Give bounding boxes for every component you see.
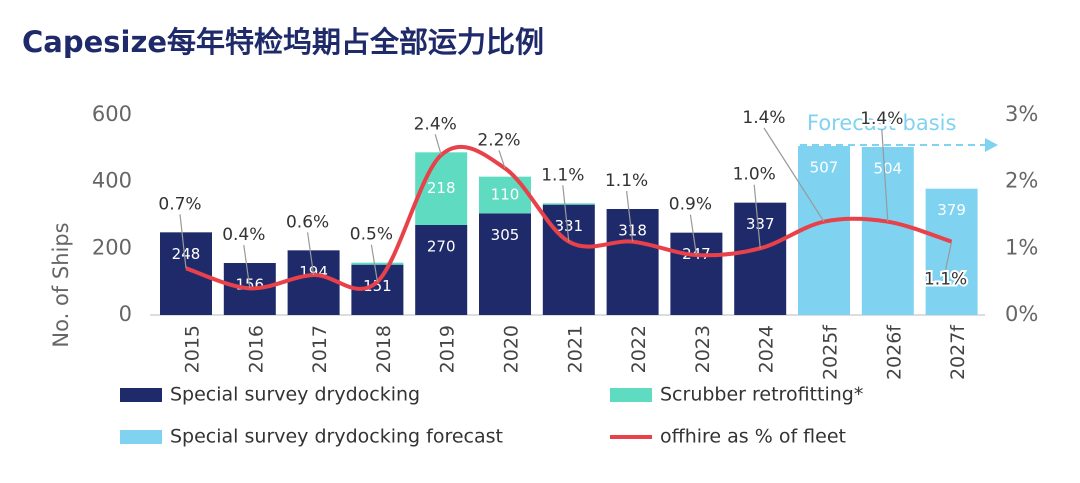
line-label: 1.1% [924,270,967,290]
line-label: 2.4% [414,114,457,134]
y-tick-label: 400 [92,169,132,193]
bar [542,203,595,205]
leader-line [763,127,825,222]
bar [606,209,659,315]
leader-line [689,214,697,256]
x-tick-label: 2017 [309,325,331,373]
y2-tick-label: 1% [1005,235,1038,259]
line-label: 1.4% [860,109,903,129]
leader-line [370,244,378,282]
line-label: 1.1% [605,171,648,191]
bar [670,232,723,315]
y-tick-label: 0 [119,302,132,326]
line-label: 2.2% [477,130,520,150]
data-label: 248 [172,245,201,263]
line-label: 0.9% [669,195,712,215]
data-label: 337 [746,215,775,233]
bar [415,225,468,315]
line-label: 0.5% [350,225,393,245]
legend-swatch [610,388,652,402]
leader-line [881,128,889,222]
legend-swatch [120,430,162,444]
leader-line [498,150,506,169]
line-label: 0.7% [158,194,201,214]
legend-swatch [120,388,162,402]
bar [734,202,787,315]
line-label: 0.6% [286,212,329,232]
leader-line [307,232,315,276]
data-label: 305 [491,226,520,244]
x-tick-label: 2020 [501,325,523,373]
leader-line [562,185,570,242]
bar [479,213,531,315]
y2-tick-label: 3% [1005,102,1038,126]
line-label: 1.0% [733,165,776,185]
bar [925,188,978,315]
x-tick-label: 2026f [883,324,905,380]
data-label: 151 [363,277,392,295]
x-tick-label: 2018 [373,325,395,373]
line-label: 1.1% [541,165,584,185]
data-label: 504 [873,160,902,178]
legend-label: Special survey drydocking [170,384,420,406]
leader-line [945,241,953,270]
x-tick-label: 2022 [628,325,650,373]
y-tick-label: 600 [92,102,132,126]
bar [351,262,404,265]
data-label: 270 [427,238,456,256]
line-label: 1.4% [742,108,785,128]
leader-line [179,214,187,269]
x-tick-label: 2023 [692,325,714,373]
x-tick-label: 2021 [564,325,586,373]
x-tick-label: 2016 [245,325,267,373]
forecast-arrow-head [985,138,998,152]
leader-line [243,244,251,289]
legend-label: Scrubber retrofitting* [660,384,863,406]
x-tick-label: 2027f [947,324,969,380]
y2-tick-label: 2% [1005,169,1038,193]
bar [415,152,468,225]
y-axis-label: No. of Ships [49,222,73,347]
x-tick-label: 2025f [820,324,842,380]
line [185,144,953,291]
y-tick-label: 200 [92,235,132,259]
x-tick-label: 2015 [182,325,204,373]
data-label: 110 [491,186,520,204]
x-tick-label: 2019 [437,325,459,373]
leader-line [434,134,442,156]
x-tick-label: 2024 [756,325,778,373]
data-label: 507 [810,159,839,177]
bar [798,146,850,315]
leader-line [626,190,634,242]
data-label: 318 [618,222,647,240]
line-label: 0.4% [222,225,265,245]
legend-label: offhire as % of fleet [660,426,846,448]
data-label: 218 [427,179,456,197]
chart-title: Capesize每年特检坞期占全部运力比例 [22,25,544,59]
bar [287,250,340,315]
leader-line [753,184,761,249]
data-label: 379 [937,201,966,219]
data-label: 331 [554,217,583,235]
bar [861,147,914,315]
y2-tick-label: 0% [1005,302,1038,326]
legend-label: Special survey drydocking forecast [170,426,503,448]
